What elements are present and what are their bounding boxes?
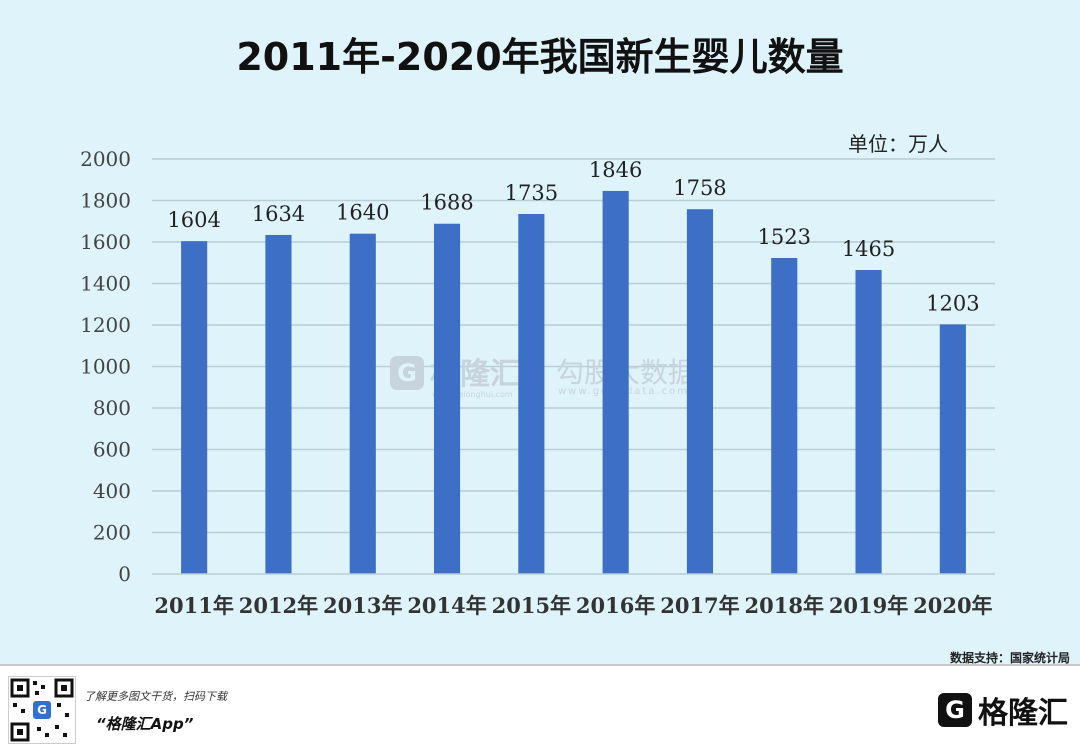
data-label: 1604 (167, 208, 220, 232)
bar (349, 233, 376, 574)
chart-title: 2011年-2020年我国新生婴儿数量 (236, 35, 844, 79)
data-label: 1846 (589, 158, 642, 182)
y-tick-label: 1800 (80, 189, 131, 213)
y-axis-ticks: 0 200 400 600 800 1000 1200 1400 1600 1800 2000 (80, 147, 131, 586)
bar (433, 223, 461, 575)
y-tick-label: 2000 (80, 147, 131, 171)
grid-lines (152, 158, 995, 534)
data-label: 1758 (673, 176, 726, 200)
x-tick-label: 2016年 (576, 593, 655, 618)
data-label: 1465 (842, 237, 895, 261)
footer-divider (0, 664, 1080, 666)
bars (181, 190, 966, 575)
y-tick-label: 400 (93, 479, 131, 503)
footer-tip: 了解更多图文干货，扫码下载 (84, 690, 227, 703)
watermark-brand-url: www.gelonghui.com (432, 390, 513, 399)
y-tick-label: 1400 (80, 272, 131, 296)
data-label: 1203 (926, 291, 979, 315)
unit-label: 单位：万人 (848, 132, 948, 156)
x-tick-label: 2015年 (492, 593, 571, 618)
data-labels: 1604 1634 1640 1688 1735 1846 1758 1523 1465 1203 (167, 158, 979, 315)
x-tick-label: 2018年 (745, 593, 824, 618)
y-tick-label: 0 (118, 562, 131, 586)
brand-g-icon: G (938, 693, 972, 727)
bar (265, 234, 292, 574)
bar (939, 324, 966, 574)
data-label: 1688 (420, 191, 473, 215)
y-tick-label: 800 (93, 396, 131, 420)
data-label: 1523 (758, 225, 811, 249)
watermark-logo-icon (390, 356, 424, 390)
brand-logo[interactable]: G 格隆汇 (938, 688, 1068, 732)
x-tick-label: 2011年 (154, 593, 233, 618)
bar (518, 213, 545, 575)
x-axis-ticks: 2011年 2012年 2013年 2014年 2015年 2016年 2017年 2018年… (154, 593, 992, 618)
bar (855, 270, 882, 574)
qr-center-logo-icon: G (33, 701, 51, 719)
y-tick-label: 1600 (80, 230, 131, 254)
x-tick-label: 2014年 (407, 593, 486, 618)
data-source: 数据支持：国家统计局 (949, 651, 1070, 665)
x-tick-label: 2012年 (239, 593, 318, 618)
data-label: 1634 (252, 202, 305, 226)
data-label: 1735 (505, 181, 558, 205)
bar (686, 209, 714, 574)
footer-app-name: “格隆汇App” (96, 715, 194, 733)
y-tick-label: 200 (93, 521, 131, 545)
qr-pattern (10, 678, 74, 742)
x-tick-label: 2020年 (913, 593, 992, 618)
x-tick-label: 2017年 (660, 593, 739, 618)
qr-code-icon[interactable]: G (8, 676, 76, 744)
x-tick-label: 2013年 (323, 593, 402, 618)
bar (602, 190, 629, 574)
y-tick-label: 1000 (80, 355, 131, 379)
y-tick-label: 600 (93, 438, 131, 462)
y-tick-label: 1200 (80, 313, 131, 337)
bar (771, 257, 798, 574)
watermark-logo-letter: G (397, 359, 417, 387)
brand-name: 格隆汇 (978, 696, 1068, 731)
footer (0, 666, 1080, 747)
bar (181, 241, 208, 575)
data-label: 1640 (336, 201, 389, 225)
x-tick-label: 2019年 (829, 593, 908, 618)
